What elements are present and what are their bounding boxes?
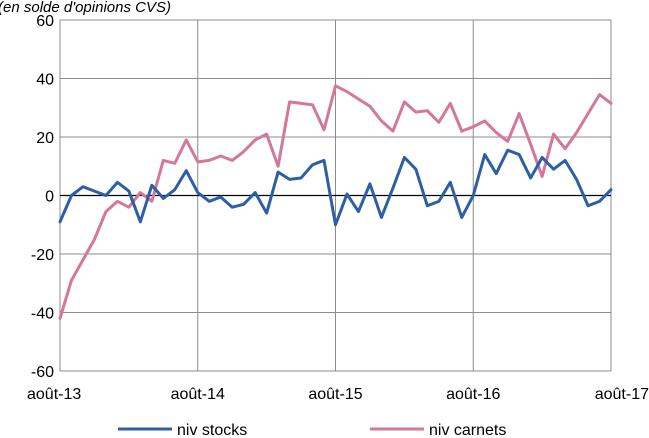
y-tick-label: 20 [36,130,54,147]
y-tick-label: -20 [31,247,54,264]
y-tick-label: -60 [31,364,54,381]
legend-label: niv stocks [177,422,247,438]
x-tick-label: août-15 [308,386,362,403]
x-tick-label: août-14 [171,386,225,403]
legend: niv stocks niv carnets [118,422,506,438]
y-tick-label: -40 [31,306,54,323]
x-tick-label: août-17 [595,386,649,403]
x-axis-ticks: août-13 août-14 août-15 août-16 août-17 [27,386,649,403]
legend-label: niv carnets [429,422,506,438]
y-tick-label: 40 [36,72,54,89]
x-tick-label: août-16 [446,386,500,403]
x-tick-label: août-13 [27,386,81,403]
chart-subtitle: (en solde d'opinions CVS) [0,0,171,16]
y-axis-ticks: 60 40 20 0 -20 -40 -60 [31,13,54,381]
y-tick-label: 0 [45,189,54,206]
y-tick-label: 60 [36,13,54,30]
